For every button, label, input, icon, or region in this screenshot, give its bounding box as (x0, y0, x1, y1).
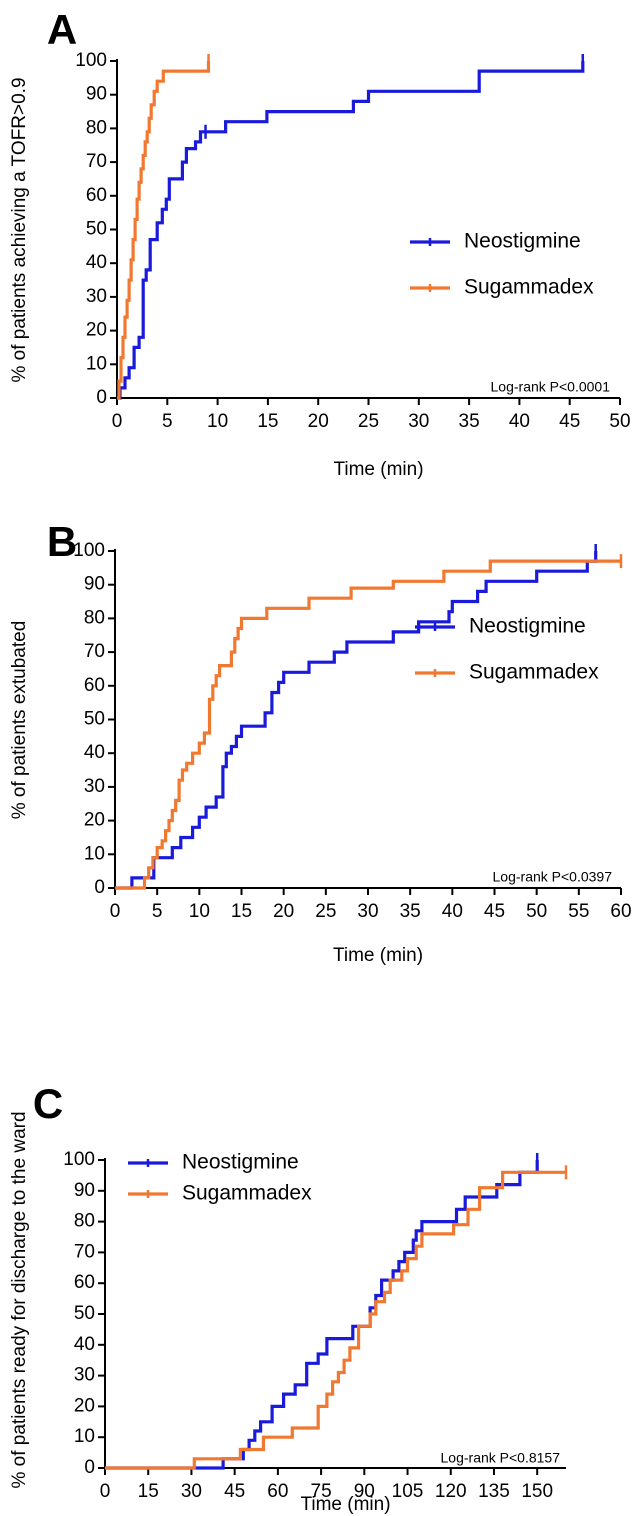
y-tick-label: 100 (75, 50, 107, 71)
x-axis-label: Time (min) (333, 945, 423, 966)
x-tick-label: 15 (231, 901, 252, 922)
x-tick-label: 50 (609, 411, 630, 432)
series-line-neostigmine (105, 1160, 539, 1470)
x-tick-label: 60 (267, 1481, 288, 1502)
y-axis-label: % of patients ready for discharge to the… (9, 1111, 30, 1488)
y-tick-label: 90 (86, 84, 107, 105)
series-line-neostigmine (115, 551, 598, 890)
log-rank-annotation: Log-rank P<0.0397 (493, 869, 613, 885)
x-tick-label: 5 (162, 411, 173, 432)
x-tick-label: 0 (110, 901, 121, 922)
x-tick-label: 30 (408, 411, 429, 432)
y-tick-label: 50 (74, 1303, 95, 1324)
x-tick-label: 25 (315, 901, 336, 922)
y-axis-label: % of patients achieving a TOFR>0.9 (9, 77, 30, 382)
log-rank-annotation: Log-rank P<0.8157 (441, 1450, 561, 1466)
x-tick-label: 30 (357, 901, 378, 922)
x-tick-label: 150 (521, 1481, 553, 1502)
y-tick-label: 30 (84, 776, 105, 797)
y-tick-label: 90 (84, 574, 105, 595)
y-tick-label: 0 (84, 1457, 95, 1478)
x-tick-label: 5 (152, 901, 163, 922)
y-tick-label: 0 (96, 387, 107, 408)
panel-a-chart: A 0 10 20 30 40 50 60 70 80 90 100 0 5 10 15 20 25 30 35 40 4… (9, 6, 631, 480)
legend-label-neostigmine: Neostigmine (464, 230, 581, 253)
series-line-sugammadex (105, 1170, 566, 1470)
panel-c-chart: C 0 10 20 30 40 50 60 70 80 90 100 0 15 30 45 60 75 90 105 1… (9, 1080, 568, 1515)
panel-letter: A (47, 6, 77, 53)
x-tick-label: 0 (100, 1481, 111, 1502)
y-tick-label: 100 (73, 540, 105, 561)
x-tick-label: 45 (224, 1481, 245, 1502)
x-tick-label: 40 (442, 901, 463, 922)
y-tick-label: 70 (84, 641, 105, 662)
y-tick-label: 20 (74, 1395, 95, 1416)
y-tick-label: 30 (86, 286, 107, 307)
y-tick-label: 0 (94, 877, 105, 898)
log-rank-annotation: Log-rank P<0.0001 (491, 379, 611, 395)
legend-label-neostigmine: Neostigmine (469, 615, 586, 638)
y-tick-label: 10 (86, 353, 107, 374)
y-tick-label: 80 (84, 607, 105, 628)
y-tick-label: 20 (84, 810, 105, 831)
x-axis-label: Time (min) (333, 459, 423, 480)
y-tick-label: 40 (74, 1334, 95, 1355)
x-tick-label: 20 (273, 901, 294, 922)
y-tick-label: 60 (86, 185, 107, 206)
series-line-neostigmine (117, 61, 585, 400)
x-tick-label: 75 (311, 1481, 332, 1502)
x-tick-label: 60 (610, 901, 631, 922)
x-tick-label: 10 (189, 901, 210, 922)
y-tick-label: 70 (74, 1241, 95, 1262)
x-tick-label: 30 (181, 1481, 202, 1502)
y-axis-label: % of patients extubated (9, 621, 30, 820)
x-tick-label: 105 (392, 1481, 424, 1502)
x-tick-label: 55 (568, 901, 589, 922)
y-tick-label: 50 (86, 219, 107, 240)
y-tick-label: 80 (74, 1211, 95, 1232)
x-tick-label: 120 (435, 1481, 467, 1502)
y-tick-label: 40 (84, 742, 105, 763)
x-tick-label: 45 (484, 901, 505, 922)
x-tick-label: 90 (354, 1481, 375, 1502)
y-tick-label: 70 (86, 151, 107, 172)
series-line-sugammadex (115, 559, 621, 890)
y-tick-label: 60 (74, 1272, 95, 1293)
y-tick-label: 10 (84, 843, 105, 864)
x-tick-label: 50 (526, 901, 547, 922)
legend-label-neostigmine: Neostigmine (182, 1151, 299, 1174)
x-tick-label: 35 (459, 411, 480, 432)
legend-label-sugammadex: Sugammadex (464, 276, 594, 299)
y-tick-label: 40 (86, 252, 107, 273)
x-tick-label: 135 (478, 1481, 510, 1502)
y-tick-label: 90 (74, 1180, 95, 1201)
y-tick-label: 50 (84, 709, 105, 730)
y-tick-label: 20 (86, 320, 107, 341)
legend-label-sugammadex: Sugammadex (469, 661, 599, 684)
legend-label-sugammadex: Sugammadex (182, 1182, 312, 1205)
x-tick-label: 25 (358, 411, 379, 432)
x-tick-label: 0 (112, 411, 123, 432)
x-tick-label: 20 (308, 411, 329, 432)
x-tick-label: 35 (400, 901, 421, 922)
y-tick-label: 100 (63, 1149, 95, 1170)
x-tick-label: 15 (257, 411, 278, 432)
series-line-sugammadex (117, 61, 211, 400)
x-tick-label: 15 (138, 1481, 159, 1502)
x-axis-label: Time (min) (300, 1494, 390, 1515)
y-tick-label: 10 (74, 1426, 95, 1447)
x-tick-label: 45 (559, 411, 580, 432)
panel-letter: B (47, 518, 77, 565)
y-tick-label: 80 (86, 117, 107, 138)
panel-b-chart: B 0 10 20 30 40 50 60 70 80 90 100 0 5 10 15 20 25 30 35 40 4… (9, 518, 632, 966)
x-tick-label: 10 (207, 411, 228, 432)
y-tick-label: 30 (74, 1365, 95, 1386)
panel-letter: C (33, 1080, 63, 1127)
x-tick-label: 40 (509, 411, 530, 432)
y-tick-label: 60 (84, 675, 105, 696)
